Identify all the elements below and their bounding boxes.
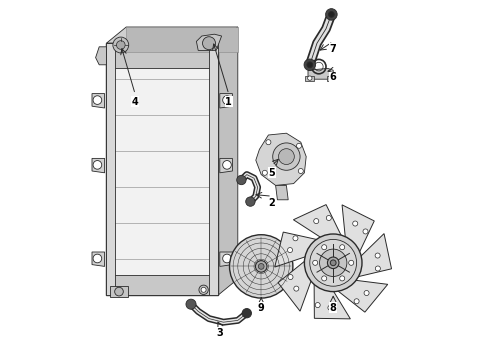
Circle shape [349, 260, 354, 265]
Text: 2: 2 [269, 198, 275, 208]
Polygon shape [220, 158, 232, 173]
Circle shape [294, 286, 299, 291]
Polygon shape [314, 282, 350, 319]
Polygon shape [220, 252, 232, 266]
Polygon shape [342, 205, 374, 254]
Polygon shape [92, 158, 104, 173]
Polygon shape [308, 68, 333, 79]
Polygon shape [106, 275, 218, 295]
Text: 5: 5 [269, 168, 275, 178]
Circle shape [293, 236, 298, 241]
Circle shape [375, 253, 380, 258]
Circle shape [199, 285, 208, 294]
Polygon shape [110, 286, 128, 297]
Polygon shape [126, 27, 238, 52]
Circle shape [237, 175, 246, 185]
Polygon shape [92, 252, 104, 266]
Circle shape [329, 76, 334, 80]
Polygon shape [209, 43, 218, 295]
Circle shape [186, 299, 196, 309]
Circle shape [201, 287, 206, 292]
Circle shape [288, 248, 293, 253]
Polygon shape [356, 234, 392, 277]
Circle shape [308, 76, 312, 80]
Circle shape [314, 219, 319, 224]
Circle shape [327, 257, 339, 269]
Circle shape [273, 143, 300, 170]
Circle shape [222, 254, 231, 263]
Text: 1: 1 [225, 96, 232, 107]
Circle shape [340, 276, 345, 281]
Polygon shape [106, 27, 238, 43]
Circle shape [115, 287, 123, 296]
Polygon shape [218, 27, 238, 295]
Circle shape [330, 260, 336, 266]
Polygon shape [278, 260, 312, 311]
Circle shape [258, 264, 264, 269]
Circle shape [255, 261, 267, 272]
Circle shape [364, 291, 369, 296]
Circle shape [288, 275, 293, 280]
Circle shape [93, 161, 102, 169]
Circle shape [363, 229, 368, 234]
Circle shape [313, 260, 318, 265]
Circle shape [353, 221, 358, 226]
Circle shape [319, 249, 347, 276]
Circle shape [117, 41, 125, 49]
Polygon shape [106, 43, 116, 295]
Polygon shape [256, 133, 306, 185]
Circle shape [304, 234, 362, 292]
Circle shape [326, 216, 331, 221]
Circle shape [229, 235, 293, 298]
Circle shape [266, 140, 271, 145]
Polygon shape [275, 232, 318, 267]
Text: 8: 8 [330, 303, 337, 313]
Text: 4: 4 [132, 96, 139, 107]
Circle shape [113, 37, 129, 53]
Circle shape [315, 302, 320, 307]
Circle shape [202, 37, 216, 50]
Circle shape [326, 9, 337, 20]
Circle shape [242, 309, 251, 318]
Circle shape [93, 96, 102, 104]
Polygon shape [196, 34, 221, 50]
Circle shape [262, 170, 268, 175]
Circle shape [222, 161, 231, 169]
Circle shape [340, 245, 345, 250]
Polygon shape [275, 185, 288, 200]
Circle shape [354, 299, 359, 304]
Polygon shape [294, 204, 342, 238]
Circle shape [321, 276, 327, 281]
Polygon shape [305, 76, 314, 81]
Circle shape [93, 254, 102, 263]
Circle shape [296, 143, 301, 148]
Polygon shape [337, 280, 388, 312]
Polygon shape [106, 43, 218, 68]
Circle shape [310, 239, 357, 286]
Polygon shape [327, 76, 336, 81]
Polygon shape [220, 94, 232, 108]
Polygon shape [96, 47, 106, 65]
Text: 3: 3 [217, 328, 223, 338]
Circle shape [245, 197, 255, 206]
Circle shape [304, 59, 316, 71]
Circle shape [298, 168, 303, 174]
Circle shape [375, 266, 380, 271]
Circle shape [307, 62, 313, 68]
Circle shape [321, 245, 327, 250]
Polygon shape [92, 94, 104, 108]
Text: 7: 7 [330, 44, 337, 54]
Circle shape [328, 12, 334, 17]
Circle shape [278, 149, 294, 165]
Text: 6: 6 [330, 72, 337, 82]
Circle shape [328, 305, 333, 310]
Polygon shape [106, 43, 218, 295]
Circle shape [222, 96, 231, 104]
Text: 9: 9 [258, 303, 265, 313]
